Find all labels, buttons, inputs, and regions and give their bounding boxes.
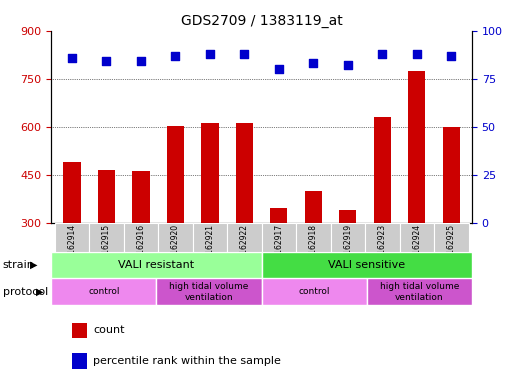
Point	[103, 58, 111, 65]
Bar	[262, 252, 472, 278]
Bar	[305, 191, 322, 223]
Bar	[373, 117, 391, 223]
Text: strain: strain	[3, 260, 34, 270]
Bar	[339, 210, 357, 223]
Text: ▶: ▶	[30, 260, 37, 270]
Text: GSM162924: GSM162924	[412, 224, 421, 270]
Bar	[270, 208, 287, 223]
Bar	[408, 71, 425, 223]
Bar	[51, 278, 156, 305]
Text: GSM162923: GSM162923	[378, 224, 387, 270]
Bar	[98, 170, 115, 223]
Bar	[227, 223, 262, 252]
Point	[275, 66, 283, 72]
Point	[137, 58, 145, 65]
Point	[171, 53, 180, 59]
Bar	[72, 353, 87, 369]
Point	[309, 60, 318, 66]
Text: GSM162919: GSM162919	[343, 224, 352, 270]
Text: VALI resistant: VALI resistant	[119, 260, 194, 270]
Text: GSM162917: GSM162917	[274, 224, 283, 270]
Point	[206, 51, 214, 57]
Bar	[434, 223, 468, 252]
Bar	[124, 223, 158, 252]
Bar	[193, 223, 227, 252]
Text: GSM162915: GSM162915	[102, 224, 111, 270]
Text: control: control	[88, 287, 120, 296]
Bar	[400, 223, 434, 252]
Point	[68, 55, 76, 61]
Text: GSM162921: GSM162921	[205, 224, 214, 270]
Bar	[158, 223, 193, 252]
Text: control: control	[299, 287, 330, 296]
Bar	[132, 171, 150, 223]
Point	[378, 51, 386, 57]
Point	[344, 62, 352, 68]
Text: VALI sensitive: VALI sensitive	[328, 260, 405, 270]
Text: GSM162925: GSM162925	[447, 224, 456, 270]
Bar	[262, 223, 296, 252]
Bar	[367, 278, 472, 305]
Point	[412, 51, 421, 57]
Text: GSM162914: GSM162914	[68, 224, 76, 270]
Bar	[443, 127, 460, 223]
Bar	[262, 278, 367, 305]
Text: count: count	[93, 325, 125, 335]
Bar	[89, 223, 124, 252]
Bar	[330, 223, 365, 252]
Bar	[51, 252, 262, 278]
Text: protocol: protocol	[3, 287, 48, 297]
Text: high tidal volume
ventilation: high tidal volume ventilation	[169, 282, 249, 301]
Bar	[201, 123, 219, 223]
Bar	[167, 126, 184, 223]
Bar	[236, 123, 253, 223]
Text: GSM162918: GSM162918	[309, 224, 318, 270]
Text: GSM162920: GSM162920	[171, 224, 180, 270]
Text: GSM162922: GSM162922	[240, 224, 249, 270]
Bar	[156, 278, 262, 305]
Bar	[55, 223, 89, 252]
Text: high tidal volume
ventilation: high tidal volume ventilation	[380, 282, 459, 301]
Point	[240, 51, 248, 57]
Point	[447, 53, 456, 59]
Text: percentile rank within the sample: percentile rank within the sample	[93, 356, 281, 366]
Bar	[64, 162, 81, 223]
Text: GSM162916: GSM162916	[136, 224, 146, 270]
Text: ▶: ▶	[36, 287, 44, 297]
Bar	[296, 223, 330, 252]
Bar	[365, 223, 400, 252]
Title: GDS2709 / 1383119_at: GDS2709 / 1383119_at	[181, 14, 343, 28]
Bar	[72, 323, 87, 338]
